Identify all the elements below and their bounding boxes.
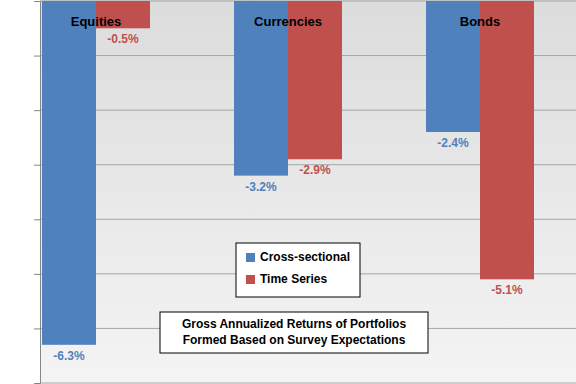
title-text: Gross Annualized Returns of Portfolios Fo… xyxy=(182,317,407,347)
y-tick-mark xyxy=(34,328,40,329)
y-tick-mark xyxy=(34,110,40,111)
y-tick xyxy=(34,165,40,166)
y-tick xyxy=(34,110,40,111)
data-label: -2.9% xyxy=(299,163,331,177)
data-label: -0.5% xyxy=(107,32,139,46)
bar xyxy=(42,1,96,345)
legend-label: Time Series xyxy=(260,272,327,286)
y-axis xyxy=(34,2,41,384)
y-axis-line xyxy=(34,2,41,384)
data-label: -6.3% xyxy=(53,349,85,363)
legend-entry: Time Series xyxy=(246,272,327,286)
legend-box xyxy=(236,243,360,297)
data-labels: -6.3% -3.2% -2.4% -0.5% -2.9% -5.1% xyxy=(53,32,523,363)
bar xyxy=(480,1,534,279)
legend-label: Cross-sectional xyxy=(260,250,350,264)
plot-background xyxy=(40,0,576,384)
category-label: Currencies xyxy=(254,14,322,29)
y-tick xyxy=(34,328,40,329)
title-box xyxy=(160,312,428,353)
y-tick-mark xyxy=(34,56,40,57)
y-tick-mark xyxy=(34,1,40,2)
data-label: -2.4% xyxy=(437,136,469,150)
legend-swatch xyxy=(246,275,255,284)
x-tick: Currencies xyxy=(254,1,322,29)
y-tick-mark xyxy=(34,219,40,220)
y-tick xyxy=(34,383,40,384)
y-tick xyxy=(34,56,40,57)
chart: Equities Currencies Bonds -6.3% -3.2% -2.4% -0… xyxy=(0,0,576,384)
title: Gross Annualized Returns of Portfolios Fo… xyxy=(160,312,428,353)
legend-swatch xyxy=(246,253,255,262)
grid xyxy=(40,1,576,383)
y-tick-mark xyxy=(34,383,40,384)
category-label: Bonds xyxy=(460,14,500,29)
legend: Cross-sectional Time Series xyxy=(236,243,360,297)
y-tick xyxy=(34,274,40,275)
legend-entry: Cross-sectional xyxy=(246,250,350,264)
x-axis: Equities Currencies Bonds xyxy=(71,1,501,29)
title-line: Gross Annualized Returns of Portfolios xyxy=(182,317,407,331)
y-tick-mark xyxy=(34,165,40,166)
bars xyxy=(42,1,534,345)
title-line: Formed Based on Survey Expectations xyxy=(183,333,406,347)
grid-line xyxy=(40,383,576,384)
category-label: Equities xyxy=(71,14,122,29)
y-tick-mark xyxy=(34,274,40,275)
y-tick xyxy=(34,1,40,2)
data-label: -5.1% xyxy=(491,283,523,297)
x-tick: Bonds xyxy=(460,1,500,29)
y-tick xyxy=(34,219,40,220)
x-tick: Equities xyxy=(71,1,122,29)
data-label: -3.2% xyxy=(245,180,277,194)
